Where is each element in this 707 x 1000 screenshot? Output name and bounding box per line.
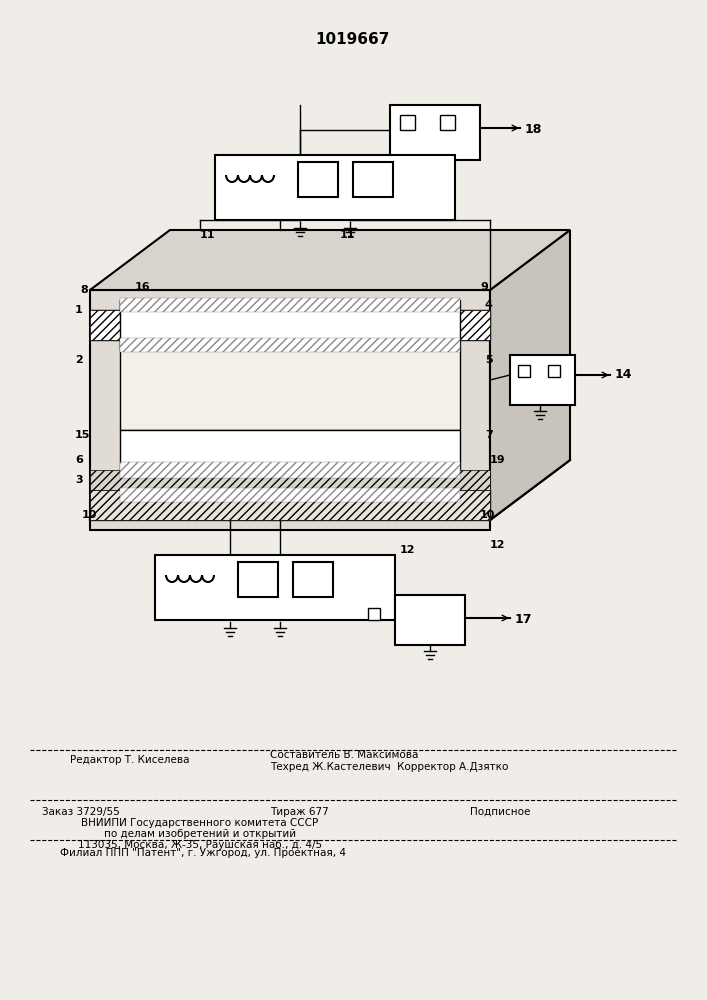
Text: 1: 1 xyxy=(75,305,83,315)
Bar xyxy=(120,350,460,430)
Text: 16: 16 xyxy=(135,282,151,292)
Bar xyxy=(120,300,460,350)
Text: Редактор Т. Киселева: Редактор Т. Киселева xyxy=(70,755,189,765)
Text: 25: 25 xyxy=(366,165,380,175)
Polygon shape xyxy=(90,460,570,520)
Bar xyxy=(548,365,560,377)
Bar xyxy=(518,365,530,377)
Text: 8: 8 xyxy=(80,285,88,295)
Text: ВНИИПИ Государственного комитета СССР: ВНИИПИ Государственного комитета СССР xyxy=(81,818,319,828)
Text: 4: 4 xyxy=(485,300,493,310)
Text: Филиал ППП "Патент", г. Ужгород, ул. Проектная, 4: Филиал ППП "Патент", г. Ужгород, ул. Про… xyxy=(60,848,346,858)
Text: 2: 2 xyxy=(75,355,83,365)
Bar xyxy=(215,155,455,220)
Text: 12: 12 xyxy=(400,545,416,555)
Polygon shape xyxy=(120,340,460,350)
Bar xyxy=(400,115,415,130)
Bar xyxy=(90,290,490,530)
Text: Заказ 3729/55: Заказ 3729/55 xyxy=(42,807,119,817)
Text: 24: 24 xyxy=(305,565,321,575)
Text: 5: 5 xyxy=(485,355,493,365)
Bar xyxy=(155,555,395,620)
Text: Подписное: Подписное xyxy=(470,807,530,817)
Text: 18: 18 xyxy=(525,123,542,136)
Polygon shape xyxy=(90,310,490,340)
Bar xyxy=(353,162,393,197)
Bar xyxy=(120,430,460,480)
Text: 15: 15 xyxy=(75,430,90,440)
Text: 19: 19 xyxy=(490,455,506,465)
Polygon shape xyxy=(120,338,460,352)
Text: 6: 6 xyxy=(75,455,83,465)
Polygon shape xyxy=(90,310,490,340)
Bar xyxy=(293,562,333,597)
Polygon shape xyxy=(120,300,460,310)
Text: 23: 23 xyxy=(310,165,326,175)
Bar xyxy=(510,355,575,405)
Text: Составитель В. Максимова: Составитель В. Максимова xyxy=(270,750,419,760)
Text: 12: 12 xyxy=(490,540,506,550)
Polygon shape xyxy=(120,298,460,312)
Text: 11: 11 xyxy=(200,230,216,240)
Polygon shape xyxy=(90,490,490,520)
Polygon shape xyxy=(490,230,570,520)
Polygon shape xyxy=(120,462,460,478)
Bar xyxy=(395,595,465,645)
Text: по делам изобретений и открытий: по делам изобретений и открытий xyxy=(104,829,296,839)
Text: 9: 9 xyxy=(480,282,488,292)
Text: 11: 11 xyxy=(340,230,356,240)
Polygon shape xyxy=(90,230,570,290)
Text: 3: 3 xyxy=(75,475,83,485)
Text: 17: 17 xyxy=(515,613,532,626)
Text: Техред Ж.Кастелевич  Корректор А.Дзятко: Техред Ж.Кастелевич Корректор А.Дзятко xyxy=(270,762,508,772)
Bar xyxy=(368,608,380,620)
Text: 20: 20 xyxy=(158,555,173,565)
Polygon shape xyxy=(120,488,460,502)
Text: 21: 21 xyxy=(218,155,233,165)
Text: 1019667: 1019667 xyxy=(316,32,390,47)
Bar xyxy=(390,105,480,160)
Text: 113035, Москва, Ж-35, Раушская наб., д. 4/5: 113035, Москва, Ж-35, Раушская наб., д. … xyxy=(78,840,322,850)
Bar xyxy=(440,115,455,130)
Text: 13: 13 xyxy=(450,108,465,118)
Text: Тираж 677: Тираж 677 xyxy=(270,807,329,817)
Text: 7: 7 xyxy=(485,430,493,440)
Polygon shape xyxy=(90,490,490,520)
Text: 10: 10 xyxy=(82,510,98,520)
Text: 22: 22 xyxy=(250,565,266,575)
Bar xyxy=(298,162,338,197)
Bar xyxy=(238,562,278,597)
Text: 14: 14 xyxy=(615,368,633,381)
Text: 10: 10 xyxy=(480,510,496,520)
Polygon shape xyxy=(90,470,490,490)
